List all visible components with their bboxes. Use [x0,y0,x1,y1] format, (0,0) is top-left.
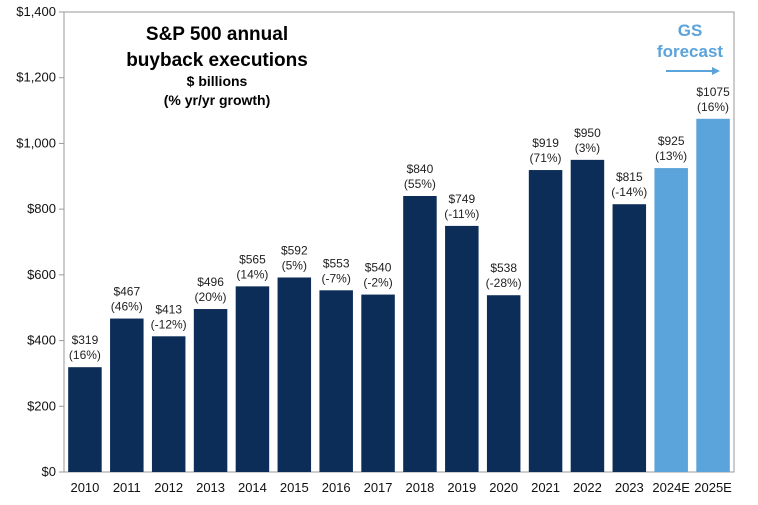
value-label: $413 [155,302,182,316]
bar [403,196,437,472]
x-axis: 2010 2011 2012 2013 2014 2015 2016 2017 2018 2019… [70,480,732,495]
value-label: $565 [239,252,266,266]
x-tick-label: 2016 [322,480,351,495]
x-tick-label: 2021 [531,480,560,495]
bar-forecast [654,168,688,473]
x-tick-label: 2024E [652,480,690,495]
value-label: $840 [407,162,434,176]
y-axis: $0 $200 $400 $600 $800 $1,000 $1,200 $1,400 [16,4,64,479]
growth-label: (-28%) [486,276,522,290]
x-tick-label: 2018 [405,480,434,495]
x-tick-label: 2020 [489,480,518,495]
value-label: $467 [113,285,140,299]
bar-series [68,118,730,473]
growth-label: (20%) [195,290,227,304]
y-tick-label: $600 [27,267,56,282]
value-label: $592 [281,243,308,257]
growth-label: (-14%) [611,185,647,199]
bar [528,170,563,473]
growth-label: (-2%) [363,276,392,290]
title-line-2: buyback executions [126,50,308,71]
growth-label: (-7%) [322,271,351,285]
data-labels: $319(16%)$467(46%) $413(-12%)$496(20%)$56… [69,85,730,362]
value-label: $540 [365,261,392,275]
bar [110,318,144,472]
value-label: $553 [323,256,350,270]
bar [361,294,395,472]
bar [277,277,312,472]
bar [68,367,102,472]
value-label: $496 [197,275,224,289]
bar [319,290,353,472]
growth-label: (71%) [530,151,562,165]
growth-label: (14%) [236,267,268,281]
plot-frame [63,11,735,473]
forecast-annotation: GS forecast [657,21,723,75]
x-tick-label: 2010 [70,480,99,495]
growth-label: (5%) [282,258,307,272]
bar [151,336,186,472]
y-tick-label: $1,200 [16,70,56,85]
x-tick-label: 2011 [113,480,141,495]
x-tick-label: 2012 [154,480,183,495]
bar [612,204,647,472]
value-label: $919 [532,136,559,150]
title-line-1: S&P 500 annual [146,24,288,45]
forecast-annotation-line-1: GS [678,21,703,40]
x-tick-label: 2025E [694,480,732,495]
growth-label: (-11%) [444,207,479,221]
x-tick-label: 2019 [447,480,476,495]
bar [570,159,605,472]
bar-forecast [696,118,730,473]
y-tick-label: $0 [42,464,56,479]
y-tick-label: $800 [27,201,56,216]
bar [235,286,270,472]
subtitle-line-1: $ billions [187,73,248,89]
y-tick-label: $200 [27,398,56,413]
growth-label: (46%) [111,300,143,314]
x-tick-label: 2017 [364,480,393,495]
value-label: $925 [658,134,685,148]
x-tick-label: 2015 [280,480,309,495]
y-tick-label: $1,000 [16,135,56,150]
value-label: $815 [616,170,643,184]
chart-title: S&P 500 annual buyback executions $ bill… [126,24,308,108]
x-tick-label: 2014 [238,480,267,495]
bar [445,225,479,472]
value-label: $319 [72,333,99,347]
y-tick-label: $400 [27,333,56,348]
forecast-arrow-head [712,67,720,75]
value-label: $1075 [696,85,730,99]
x-tick-label: 2022 [573,480,602,495]
growth-label: (55%) [404,177,436,191]
growth-label: (13%) [655,149,687,163]
value-label: $538 [490,261,517,275]
x-tick-label: 2023 [615,480,644,495]
growth-label: (16%) [69,348,101,362]
bar [193,309,228,472]
growth-label: (3%) [575,141,600,155]
bar [486,295,521,472]
value-label: $950 [574,126,601,140]
growth-label: (16%) [697,100,729,114]
y-tick-label: $1,400 [16,4,56,19]
value-label: $749 [448,192,475,206]
growth-label: (-12%) [151,317,187,331]
forecast-annotation-line-2: forecast [657,42,723,61]
subtitle-line-2: (% yr/yr growth) [164,92,271,108]
x-tick-label: 2013 [196,480,225,495]
